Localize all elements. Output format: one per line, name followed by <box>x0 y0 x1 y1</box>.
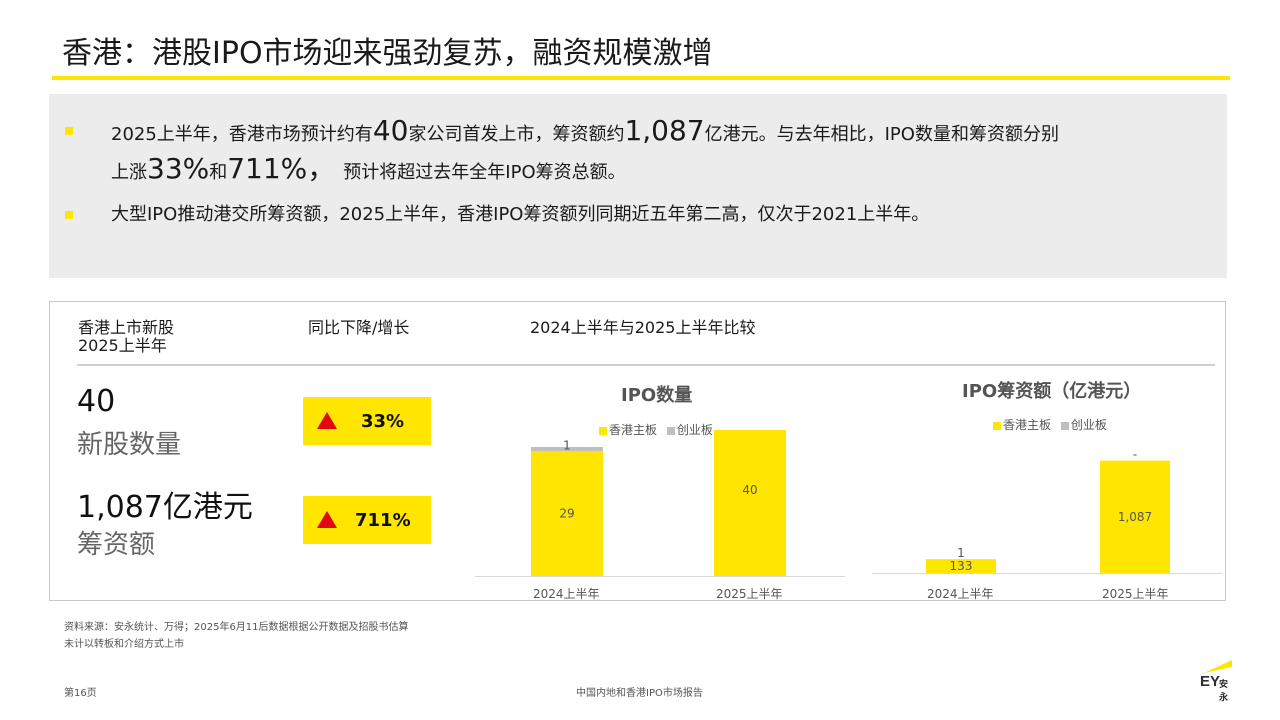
page-title: 香港：港股IPO市场迎来强劲复苏，融资规模激增 <box>62 36 713 71</box>
col1-header: 香港上市新股 2025上半年 <box>78 318 175 355</box>
data-label-main-2: 1,087 <box>1118 510 1152 524</box>
legend-swatch-gem <box>666 426 675 435</box>
ipo-count-change-value: 33% <box>361 411 405 432</box>
stat-proceeds-value: 1,087亿港元 <box>77 490 253 525</box>
chart2-legend: 香港主板 创业板 <box>993 416 1107 433</box>
summary-line-3: 大型IPO推动港交所筹资额，2025上半年，香港IPO筹资额列同期近五年第二高，… <box>111 204 930 225</box>
ey-logo-cn: 安永 <box>1219 680 1229 703</box>
chart2-xlabel-2: 2025上半年 <box>1102 587 1169 601</box>
chart1-xlabel-2: 2025上半年 <box>716 587 783 601</box>
stat-ipo-count-label: 新股数量 <box>77 430 182 460</box>
stats-panel <box>49 301 1226 601</box>
proceeds-change-badge: 711% <box>303 496 431 544</box>
stat-ipo-count-value: 40 <box>77 384 116 419</box>
page-number: 第16页 <box>64 688 97 699</box>
proceeds-change-value: 711% <box>355 510 411 531</box>
chart1-xlabel-1: 2024上半年 <box>533 587 600 601</box>
bar-main-2 <box>714 430 786 576</box>
ipo-count-change-badge: 33% <box>303 397 431 445</box>
title-underline <box>52 76 1230 80</box>
summary-line-1: 2025上半年，香港市场预计约有40家公司首发上市，筹资额约1,087亿港元。与… <box>111 114 1059 147</box>
chart2-title: IPO筹资额（亿港元） <box>962 381 1142 402</box>
ey-logo: EY 安永 <box>1198 656 1234 703</box>
legend-swatch-main <box>599 426 607 435</box>
chart1-legend: 香港主板 创业板 <box>599 421 713 438</box>
bullet-square-icon <box>65 127 73 135</box>
data-label-main-1: 29 <box>559 507 574 521</box>
up-arrow-icon <box>317 511 337 528</box>
ey-logo-text: EY <box>1200 673 1221 690</box>
chart1-plot: 29 1 40 <box>475 430 845 577</box>
summary-box: 2025上半年，香港市场预计约有40家公司首发上市，筹资额约1,087亿港元。与… <box>49 94 1227 278</box>
bar-main-2 <box>1100 460 1170 573</box>
report-name: 中国内地和香港IPO市场报告 <box>576 688 703 699</box>
data-label-gem-1: 1 <box>957 546 965 560</box>
data-label-gem-2: - <box>1133 448 1137 462</box>
data-label-main-2: 40 <box>742 483 757 497</box>
col3-header: 2024上半年与2025上半年比较 <box>530 318 756 337</box>
col2-header: 同比下降/增长 <box>308 318 410 337</box>
chart1-title: IPO数量 <box>621 385 693 406</box>
summary-line-2: 上涨33%和711%， 预计将超过去年全年IPO筹资总额。 <box>111 152 626 185</box>
bar-main-1 <box>926 559 996 573</box>
legend-swatch-main <box>993 421 1001 430</box>
source-note: 资料来源：安永统计、万得；2025年6月11后数据根据公开数据及招股书估算 <box>64 622 409 633</box>
stat-proceeds-label: 筹资额 <box>77 530 156 560</box>
chart2-xlabel-1: 2024上半年 <box>927 587 994 601</box>
data-label-gem-1: 1 <box>563 438 571 452</box>
bullet-square-icon <box>65 211 73 219</box>
legend-swatch-gem <box>1060 421 1069 430</box>
bar-main-1 <box>531 451 603 576</box>
data-label-main-1: 133 <box>950 559 973 573</box>
panel-divider <box>77 364 1215 366</box>
ey-logo-slash-icon <box>1204 660 1232 673</box>
up-arrow-icon <box>317 412 337 429</box>
bar-gem-1 <box>531 447 603 452</box>
listing-note: 未计以转板和介绍方式上市 <box>64 639 184 650</box>
